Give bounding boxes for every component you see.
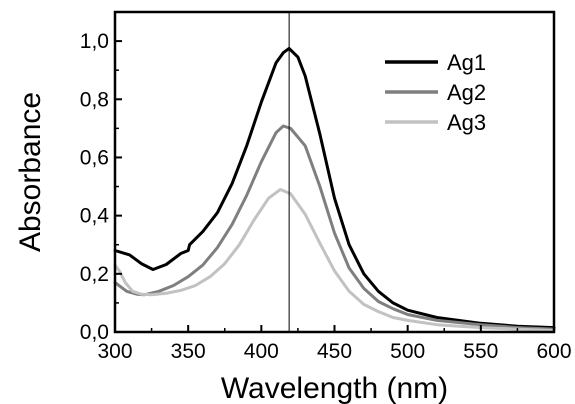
y-tick-label: 0,4 bbox=[80, 205, 110, 228]
x-tick-label: 350 bbox=[171, 340, 206, 363]
legend-label-ag1: Ag1 bbox=[447, 50, 486, 75]
series-line-ag3 bbox=[113, 188, 556, 332]
series-layer bbox=[113, 46, 556, 332]
legend-label-ag2: Ag2 bbox=[447, 80, 486, 105]
y-tick-label: 0,6 bbox=[80, 146, 109, 169]
y-tick-label: 1,0 bbox=[80, 30, 109, 53]
x-tick-label: 550 bbox=[463, 340, 498, 363]
x-tick-label: 500 bbox=[390, 340, 425, 363]
x-tick-label: 400 bbox=[244, 340, 279, 363]
legend: Ag1 Ag2 Ag3 bbox=[385, 50, 486, 135]
plot-frame bbox=[113, 10, 556, 334]
series-line-ag2 bbox=[113, 124, 556, 331]
x-tick-label: 300 bbox=[97, 340, 132, 363]
y-tick-label: 0,8 bbox=[80, 88, 109, 111]
y-tick-label: 0,2 bbox=[80, 263, 109, 286]
x-tick-label: 600 bbox=[536, 340, 571, 363]
series-line-ag1 bbox=[113, 46, 556, 330]
legend-label-ag3: Ag3 bbox=[447, 110, 486, 135]
y-axis-title: Absorbance bbox=[14, 92, 47, 252]
x-axis-title: Wavelength (nm) bbox=[221, 372, 448, 404]
ticks-layer: 300 350 400 450 500 550 600 0,0 0,2 0,4 0,6 0,8 1,0 bbox=[80, 11, 572, 363]
x-tick-label: 450 bbox=[317, 340, 352, 363]
y-tick-label: 0,0 bbox=[80, 321, 109, 344]
